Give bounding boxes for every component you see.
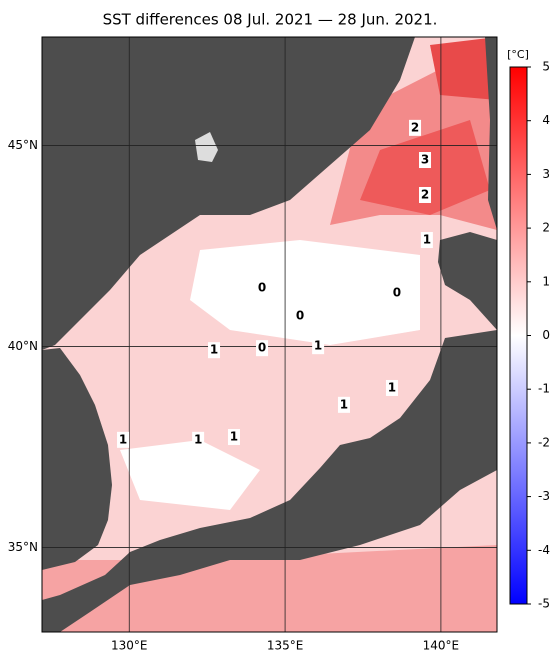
colorbar-tick-label: -3 [538, 489, 550, 503]
contour-label: 1 [423, 233, 431, 247]
warm-patch [430, 37, 497, 100]
contour-label: 1 [119, 432, 127, 446]
contour-label-box [192, 431, 205, 448]
contour-label-box [409, 119, 422, 136]
colorbar [509, 66, 528, 605]
contour-label: 0 [258, 280, 266, 294]
lake [195, 132, 218, 162]
title: SST differences 08 Jul. 2021 — 28 Jun. 2… [103, 11, 438, 29]
frame [41, 36, 498, 633]
graticule [42, 37, 497, 632]
contour-label-box [208, 342, 221, 359]
contour-label-box [312, 338, 325, 355]
colorbar-unit: [°C] [507, 48, 529, 61]
contour-label-box [294, 308, 307, 325]
contour-label-box [227, 429, 240, 446]
contour-label: 1 [194, 432, 202, 446]
contour-label: 0 [258, 341, 266, 355]
colorbar-tick-label: -2 [538, 435, 550, 449]
contour-label: 1 [388, 380, 396, 394]
contour-label-box [337, 396, 350, 413]
contour-label-box [419, 186, 432, 203]
contour-label-box [256, 340, 269, 357]
land [42, 330, 497, 632]
contour-label-box [390, 285, 403, 302]
land [485, 37, 497, 230]
contour-label: 2 [411, 120, 419, 134]
contour-label: 1 [340, 397, 348, 411]
colorbar-tick-label: 0 [542, 328, 550, 342]
contour-label: 1 [230, 430, 238, 444]
contour-label-box [256, 279, 269, 296]
colorbar-tick-label: 2 [542, 221, 550, 235]
lat-tick-label: 45°N [8, 138, 38, 152]
lon-tick-label: 140°E [423, 639, 460, 653]
lon-tick-label: 135°E [267, 639, 304, 653]
land [42, 37, 415, 350]
colorbar-tick-label: 4 [542, 113, 550, 127]
contour-label: 0 [296, 309, 304, 323]
contour-label-box [420, 232, 433, 249]
lat-tick-label: 40°N [8, 339, 38, 353]
colorbar-tick-label: 5 [542, 60, 550, 74]
contour-label-box [117, 431, 130, 448]
neutral-patch [190, 240, 420, 345]
contour-label: 1 [210, 343, 218, 357]
colorbar-tick-label: -5 [538, 597, 550, 611]
colorbar-tick-label: -4 [538, 543, 550, 557]
contour-label: 3 [421, 153, 429, 167]
contour-label: 1 [314, 339, 322, 353]
lat-tick-label: 35°N [8, 540, 38, 554]
colorbar-tick-label: 3 [542, 167, 550, 181]
neutral-patch [120, 440, 260, 510]
land [438, 232, 497, 330]
lon-tick-label: 130°E [111, 639, 148, 653]
colorbar-tick-label: -1 [538, 382, 550, 396]
land [42, 348, 112, 570]
contour-labels: 2 3 2 1 0 0 0 1 0 1 1 1 1 1 1 [117, 119, 433, 448]
colorbar-tick-label: 1 [542, 274, 550, 288]
contour-label: 0 [393, 286, 401, 300]
contour-label-box [385, 379, 398, 396]
map-area: 2 3 2 1 0 0 0 1 0 1 1 1 1 1 1 [42, 37, 497, 632]
contour-label: 2 [421, 187, 429, 201]
contour-label-box [419, 152, 432, 169]
